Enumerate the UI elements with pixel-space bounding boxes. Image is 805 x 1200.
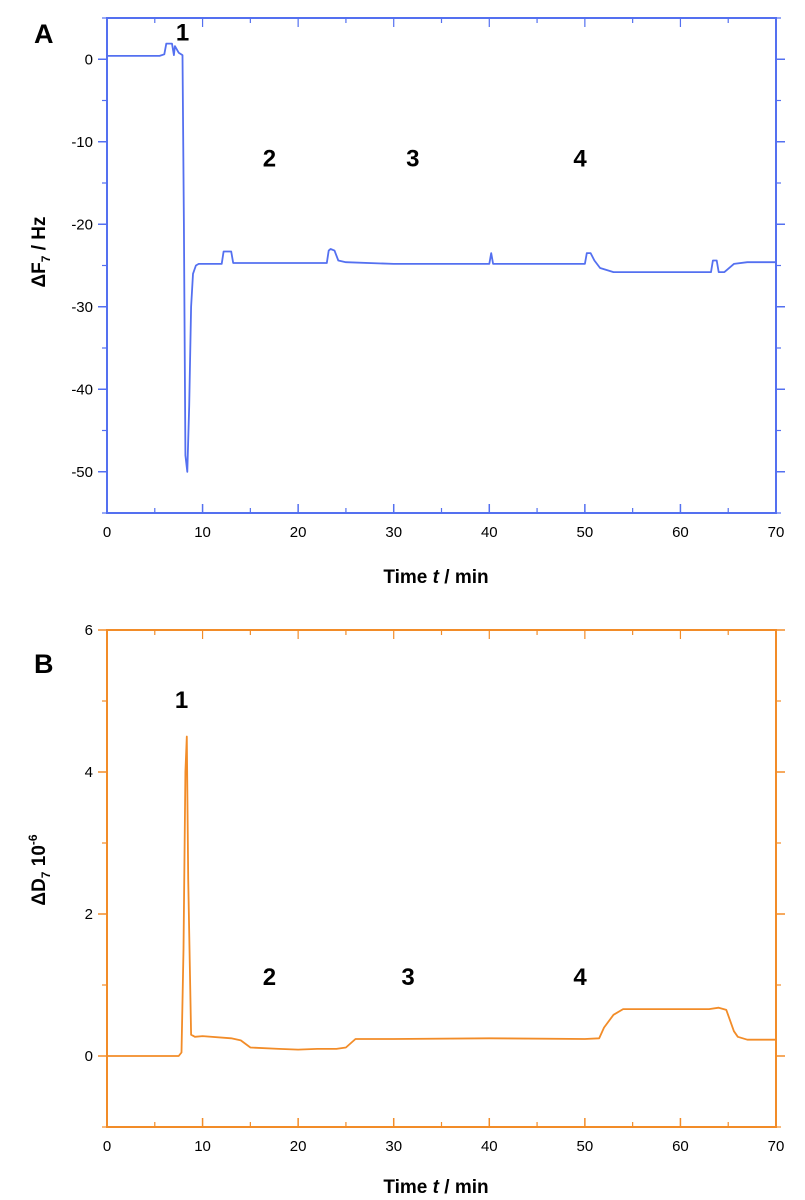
x-tick-label: 60 bbox=[672, 1138, 689, 1155]
annotation-1: 1 bbox=[176, 19, 189, 46]
annotation-2: 2 bbox=[263, 146, 276, 173]
y-tick-label: -40 bbox=[71, 381, 93, 398]
y-title-subscript: 7 bbox=[39, 871, 53, 878]
annotation-4: 4 bbox=[573, 964, 587, 991]
x-tick-label: 40 bbox=[481, 524, 498, 541]
axis-ticks bbox=[98, 629, 785, 1128]
y-tick-label: 2 bbox=[85, 906, 93, 923]
y-title-symbol: ΔD bbox=[29, 878, 50, 905]
x-tick-label: 60 bbox=[672, 524, 689, 541]
x-tick-label: 10 bbox=[194, 1138, 211, 1155]
annotation-1: 1 bbox=[175, 687, 188, 714]
y-tick-label: 0 bbox=[85, 51, 93, 68]
series-line-dF7 bbox=[107, 42, 776, 473]
y-title-subscript: 7 bbox=[39, 255, 53, 262]
x-tick-label: 20 bbox=[290, 1138, 307, 1155]
y-tick-label: 6 bbox=[85, 622, 93, 639]
x-title-var: t bbox=[433, 1177, 440, 1198]
x-tick-label: 40 bbox=[481, 1138, 498, 1155]
x-tick-label: 30 bbox=[385, 1138, 402, 1155]
y-tick-label: -50 bbox=[71, 464, 93, 481]
x-title-var: t bbox=[433, 567, 440, 588]
annotations: 1 2 3 4 bbox=[176, 19, 588, 172]
x-tick-label: 70 bbox=[768, 1138, 785, 1155]
tick-labels: 0 10 20 30 40 50 60 70 0 -10 -20 -30 -40 -50 bbox=[71, 51, 784, 541]
y-axis-title: ΔF7 / Hz bbox=[29, 216, 53, 287]
x-tick-label: 10 bbox=[194, 524, 211, 541]
x-axis-title: Time t / min bbox=[383, 1177, 488, 1198]
panel-label-b: B bbox=[34, 649, 54, 679]
plot-frame bbox=[106, 17, 777, 514]
annotations: 1 2 3 4 bbox=[175, 687, 588, 991]
x-tick-label: 50 bbox=[577, 524, 594, 541]
annotation-2: 2 bbox=[263, 964, 276, 991]
tick-labels: 0 10 20 30 40 50 60 70 0 2 4 6 bbox=[85, 622, 785, 1155]
x-title-unit: / min bbox=[439, 1177, 489, 1198]
annotation-4: 4 bbox=[573, 146, 587, 173]
y-title-unit: / Hz bbox=[29, 216, 50, 255]
x-title-part: Time bbox=[383, 567, 432, 588]
x-title-part: Time bbox=[383, 1177, 432, 1198]
panel-label-a: A bbox=[34, 19, 54, 49]
y-title-superscript: -6 bbox=[26, 834, 40, 845]
x-tick-label: 0 bbox=[103, 1138, 111, 1155]
x-title-unit: / min bbox=[439, 567, 489, 588]
x-tick-label: 50 bbox=[577, 1138, 594, 1155]
y-title-base: 10 bbox=[29, 845, 50, 871]
axis-ticks bbox=[98, 17, 785, 514]
x-axis-title: Time t / min bbox=[383, 567, 488, 588]
series-line-dD7 bbox=[107, 735, 776, 1057]
y-tick-label: -30 bbox=[71, 299, 93, 316]
y-title-symbol: ΔF bbox=[29, 262, 50, 287]
annotation-3: 3 bbox=[401, 964, 414, 991]
x-tick-label: 0 bbox=[103, 524, 111, 541]
y-tick-label: -10 bbox=[71, 134, 93, 151]
x-tick-label: 20 bbox=[290, 524, 307, 541]
panel-a: A 0 10 20 30 40 50 60 70 0 -10 -20 -30 -40 -50 1 2 3 4 T… bbox=[29, 17, 785, 588]
x-tick-label: 30 bbox=[385, 524, 402, 541]
y-tick-label: 0 bbox=[85, 1048, 93, 1065]
y-axis-title: ΔD7 10-6 bbox=[26, 834, 53, 905]
y-tick-label: -20 bbox=[71, 216, 93, 233]
plot-frame bbox=[106, 629, 777, 1128]
y-tick-label: 4 bbox=[85, 764, 93, 781]
annotation-3: 3 bbox=[406, 146, 419, 173]
x-tick-label: 70 bbox=[768, 524, 785, 541]
